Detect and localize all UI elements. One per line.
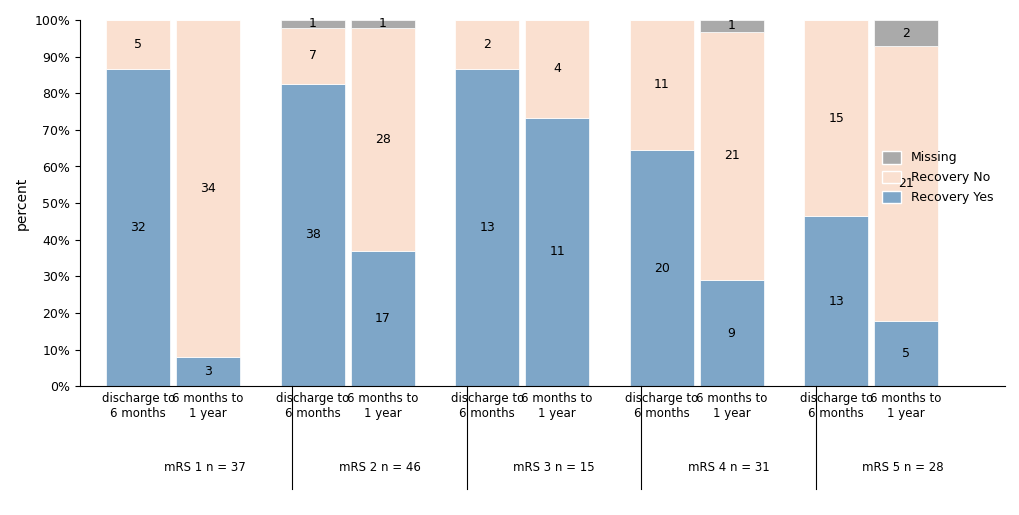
Text: 5: 5 xyxy=(135,38,143,52)
Bar xyxy=(280,28,344,84)
Text: mRS 5 n = 28: mRS 5 n = 28 xyxy=(861,461,944,474)
Text: 1: 1 xyxy=(727,20,735,32)
Text: 9: 9 xyxy=(727,327,735,339)
Text: 1: 1 xyxy=(309,18,317,30)
Text: 15: 15 xyxy=(827,112,844,125)
Text: 11: 11 xyxy=(548,246,565,259)
Bar xyxy=(454,69,519,386)
Bar xyxy=(873,20,937,46)
Text: 4: 4 xyxy=(552,62,560,75)
Text: 3: 3 xyxy=(204,365,212,378)
Text: 32: 32 xyxy=(130,221,146,234)
Bar xyxy=(106,70,170,386)
Text: 2: 2 xyxy=(483,38,491,51)
Text: 13: 13 xyxy=(479,221,494,234)
Text: 17: 17 xyxy=(374,312,390,325)
Bar xyxy=(699,280,763,386)
Bar xyxy=(804,216,867,386)
Bar xyxy=(525,117,589,386)
Text: 34: 34 xyxy=(200,182,216,195)
Text: 2: 2 xyxy=(901,27,909,40)
Text: mRS 1 n = 37: mRS 1 n = 37 xyxy=(164,461,246,474)
Text: 13: 13 xyxy=(827,295,844,308)
Bar xyxy=(873,46,937,321)
Bar xyxy=(873,321,937,386)
Text: mRS 2 n = 46: mRS 2 n = 46 xyxy=(338,461,420,474)
Bar xyxy=(629,150,693,386)
Bar xyxy=(804,20,867,216)
Bar xyxy=(176,20,239,356)
Text: 7: 7 xyxy=(309,49,317,62)
Y-axis label: percent: percent xyxy=(15,177,29,230)
Bar xyxy=(106,20,170,70)
Bar xyxy=(699,32,763,280)
Text: 21: 21 xyxy=(898,177,913,190)
Bar xyxy=(351,20,414,28)
Bar xyxy=(351,251,414,386)
Bar xyxy=(280,20,344,28)
Text: 20: 20 xyxy=(653,262,669,274)
Text: 5: 5 xyxy=(901,347,909,360)
Text: mRS 3 n = 15: mRS 3 n = 15 xyxy=(513,461,594,474)
Bar xyxy=(280,84,344,386)
Bar xyxy=(454,20,519,69)
Bar xyxy=(699,20,763,32)
Legend: Missing, Recovery No, Recovery Yes: Missing, Recovery No, Recovery Yes xyxy=(876,146,998,209)
Bar xyxy=(525,20,589,117)
Text: 28: 28 xyxy=(374,133,390,146)
Bar xyxy=(629,20,693,150)
Text: 21: 21 xyxy=(723,149,739,162)
Text: 38: 38 xyxy=(305,229,320,242)
Bar xyxy=(176,356,239,386)
Bar xyxy=(351,28,414,251)
Text: mRS 4 n = 31: mRS 4 n = 31 xyxy=(687,461,768,474)
Text: 1: 1 xyxy=(378,18,386,30)
Text: 11: 11 xyxy=(653,78,669,92)
